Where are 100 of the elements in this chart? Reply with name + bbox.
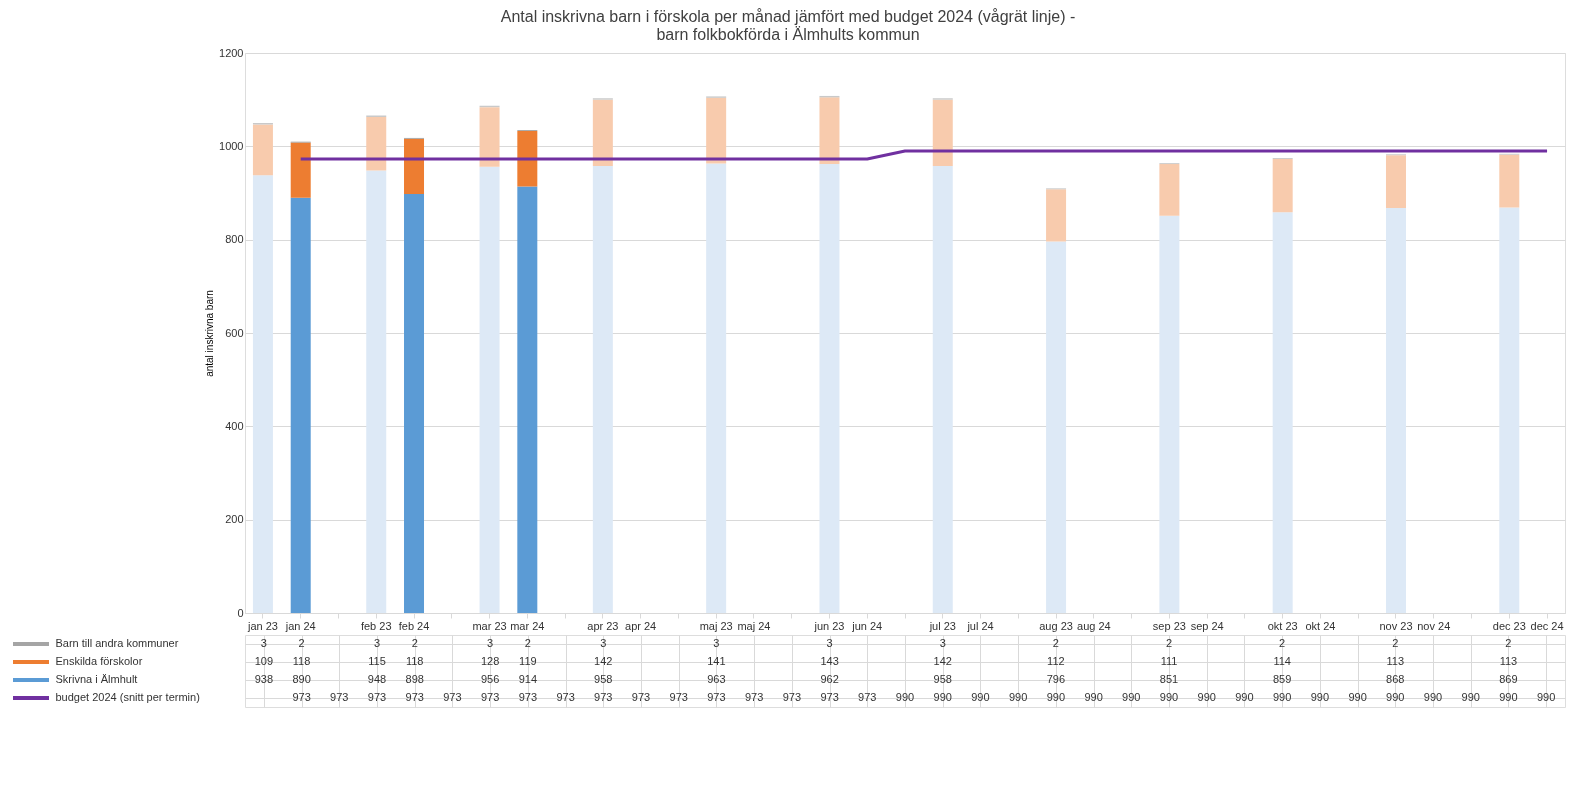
bar: [366, 170, 387, 613]
data-label: 2: [1392, 637, 1399, 649]
bar: [1272, 158, 1293, 213]
data-label: 958: [594, 673, 613, 685]
x-tick-label: mar 24: [510, 619, 545, 632]
bar: [252, 175, 273, 613]
bar: [592, 165, 613, 613]
data-label: 2: [1165, 637, 1173, 649]
y-tick-label: 0: [237, 606, 244, 619]
bar: [592, 99, 613, 166]
bar: [404, 193, 425, 613]
x-tick-label: okt 24: [1305, 619, 1336, 632]
x-tick-label: okt 23: [1267, 619, 1298, 632]
x-tick-label: nov 23: [1379, 619, 1413, 632]
data-label: 890: [292, 673, 311, 685]
x-tick-label: sep 23: [1152, 619, 1186, 632]
data-label: 990: [1310, 691, 1330, 703]
data-label: 112: [1047, 655, 1065, 667]
data-label: 973: [405, 691, 424, 703]
bar: [819, 164, 840, 613]
data-label: 2: [1505, 637, 1512, 649]
data-label: 948: [367, 673, 387, 685]
y-tick-label: 1000: [219, 139, 244, 152]
bar: [366, 116, 387, 171]
data-label: 3: [713, 637, 720, 649]
bar: [706, 97, 727, 164]
x-tick-label: mar 23: [472, 619, 507, 632]
x-tick-label: jul 23: [928, 619, 956, 632]
data-label: 973: [858, 691, 877, 703]
data-label: 2: [411, 637, 418, 649]
bar: [1385, 207, 1406, 613]
data-label: 859: [1272, 673, 1292, 685]
data-label: 3: [939, 637, 946, 649]
bar: [290, 197, 311, 613]
data-label: 962: [820, 673, 839, 685]
y-tick-label: 400: [225, 419, 244, 432]
data-label: 111: [1160, 655, 1178, 667]
x-tick-label: jan 24: [284, 619, 316, 632]
x-tick-label: aug 24: [1077, 619, 1111, 632]
y-tick-label: 600: [225, 326, 244, 339]
text: barn folkbokförda i Älmhults kommun: [656, 25, 920, 43]
data-label: 973: [292, 691, 311, 703]
x-tick-label: maj 24: [737, 619, 771, 632]
data-label: 143: [820, 655, 839, 667]
data-label: 868: [1386, 673, 1405, 685]
data-label: 990: [1536, 691, 1556, 703]
data-label: 3: [373, 637, 381, 649]
bar: [1272, 212, 1293, 613]
data-label: 973: [330, 691, 349, 703]
data-label: 938: [254, 673, 274, 685]
bar: [404, 138, 425, 194]
data-label: 914: [518, 673, 538, 685]
x-tick-label: maj 23: [699, 619, 733, 632]
legend-label: Barn till andra kommuner: [55, 637, 179, 649]
bar: [1046, 189, 1067, 242]
data-label: 128: [480, 655, 500, 667]
bar: [1159, 164, 1180, 216]
data-label: 990: [1272, 691, 1292, 703]
bar: [1385, 155, 1406, 208]
data-label: 113: [1386, 655, 1405, 667]
data-label: 973: [443, 691, 462, 703]
data-label: 963: [707, 673, 726, 685]
legend-label: Enskilda förskolor: [55, 655, 143, 667]
data-label: 973: [631, 691, 651, 703]
legend-label: Skrivna i Älmhult: [55, 673, 138, 685]
data-label: 958: [933, 673, 952, 685]
data-label: 2: [524, 637, 531, 649]
y-tick-label: 200: [225, 513, 244, 526]
data-label: 990: [1197, 691, 1216, 703]
data-label: 973: [744, 691, 764, 703]
data-label: 119: [519, 655, 537, 667]
data-label: 990: [1461, 691, 1480, 703]
data-label: 869: [1499, 673, 1518, 685]
data-label: 990: [1084, 691, 1103, 703]
data-label: 990: [1159, 691, 1179, 703]
data-label: 2: [1279, 637, 1286, 649]
data-label: 796: [1046, 673, 1066, 685]
bar: [819, 97, 840, 165]
text: Antal inskrivna barn i förskola per månad jämfört med budget 2024 (vågrät linje) -: [500, 7, 1076, 25]
bar: [517, 130, 538, 187]
data-label: 990: [971, 691, 990, 703]
bar: [252, 124, 273, 176]
bar: [706, 163, 727, 613]
x-tick-label: feb 24: [398, 619, 430, 632]
data-label: 973: [594, 691, 613, 703]
bar: [1159, 215, 1180, 613]
data-label: 990: [1386, 691, 1405, 703]
data-label: 115: [368, 655, 386, 667]
data-label: 990: [1235, 691, 1254, 703]
data-label: 898: [405, 673, 424, 685]
data-label: 2: [1052, 637, 1059, 649]
bar: [932, 99, 953, 166]
data-label: 990: [1122, 691, 1141, 703]
x-tick-label: nov 24: [1417, 619, 1451, 632]
data-label: 973: [367, 691, 387, 703]
x-tick-label: apr 23: [587, 619, 619, 632]
data-label: 973: [480, 691, 500, 703]
x-tick-label: jun 23: [813, 619, 845, 632]
data-label: 3: [487, 637, 494, 649]
x-tick-label: jun 24: [851, 619, 883, 632]
